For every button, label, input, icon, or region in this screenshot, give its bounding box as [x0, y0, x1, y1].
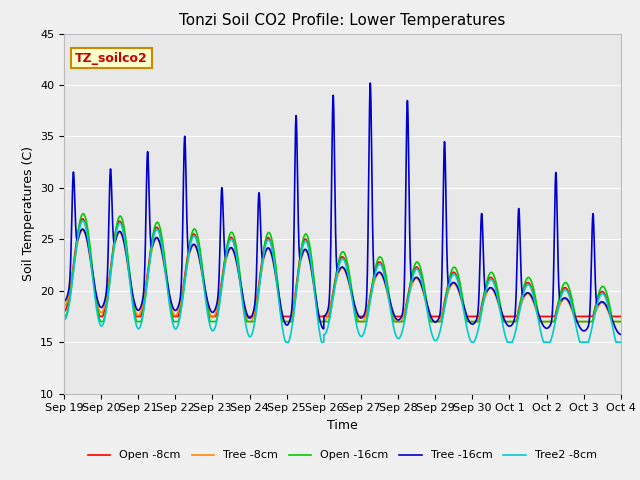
Tree -8cm: [157, 245, 164, 251]
Tree -16cm: [606, 311, 614, 317]
Line: Open -16cm: Open -16cm: [64, 214, 621, 322]
Open -8cm: [547, 313, 554, 319]
Tree -8cm: [124, 263, 132, 268]
Tree2 -8cm: [60, 317, 68, 323]
Open -16cm: [157, 229, 164, 235]
Tree -8cm: [60, 303, 68, 309]
Open -16cm: [606, 305, 614, 311]
Text: TZ_soilco2: TZ_soilco2: [75, 51, 148, 65]
Legend: Open -8cm, Tree -8cm, Open -16cm, Tree -16cm, Tree2 -8cm: Open -8cm, Tree -8cm, Open -16cm, Tree -…: [84, 446, 601, 465]
Tree -16cm: [367, 80, 374, 86]
Open -8cm: [298, 243, 306, 249]
Open -8cm: [274, 287, 282, 292]
Open -16cm: [298, 242, 306, 248]
Tree -8cm: [79, 227, 86, 233]
Open -16cm: [617, 319, 625, 324]
Tree -8cm: [617, 319, 625, 324]
Open -16cm: [124, 253, 132, 259]
Line: Tree -16cm: Tree -16cm: [64, 83, 621, 335]
Tree -16cm: [617, 332, 625, 337]
Tree2 -8cm: [282, 339, 290, 345]
Open -16cm: [60, 313, 68, 319]
Open -8cm: [79, 216, 86, 222]
Tree -8cm: [606, 314, 614, 320]
Tree -16cm: [546, 323, 554, 328]
Open -16cm: [79, 211, 87, 216]
Tree2 -8cm: [157, 236, 164, 242]
Open -16cm: [547, 319, 554, 324]
Tree -16cm: [298, 253, 305, 259]
Tree -16cm: [157, 242, 164, 248]
Tree2 -8cm: [617, 339, 625, 345]
Tree -8cm: [244, 319, 252, 324]
Open -8cm: [96, 313, 104, 319]
Open -16cm: [97, 319, 104, 324]
Open -16cm: [274, 282, 282, 288]
Tree -8cm: [274, 289, 282, 295]
X-axis label: Time: Time: [327, 419, 358, 432]
Tree -8cm: [547, 319, 554, 324]
Tree2 -8cm: [79, 218, 87, 224]
Tree -8cm: [298, 253, 306, 259]
Open -8cm: [124, 259, 132, 265]
Tree2 -8cm: [124, 260, 132, 265]
Tree -16cm: [60, 298, 68, 304]
Line: Tree2 -8cm: Tree2 -8cm: [64, 221, 621, 342]
Tree2 -8cm: [298, 247, 306, 253]
Open -8cm: [617, 313, 625, 319]
Open -8cm: [157, 236, 164, 242]
Tree -16cm: [274, 283, 282, 289]
Open -8cm: [606, 310, 614, 315]
Tree2 -8cm: [606, 312, 614, 318]
Tree2 -8cm: [547, 339, 554, 345]
Open -8cm: [60, 309, 68, 314]
Tree -16cm: [124, 259, 131, 264]
Line: Tree -8cm: Tree -8cm: [64, 230, 621, 322]
Y-axis label: Soil Temperatures (C): Soil Temperatures (C): [22, 146, 35, 281]
Line: Open -8cm: Open -8cm: [64, 219, 621, 316]
Tree2 -8cm: [274, 288, 282, 293]
Title: Tonzi Soil CO2 Profile: Lower Temperatures: Tonzi Soil CO2 Profile: Lower Temperatur…: [179, 13, 506, 28]
